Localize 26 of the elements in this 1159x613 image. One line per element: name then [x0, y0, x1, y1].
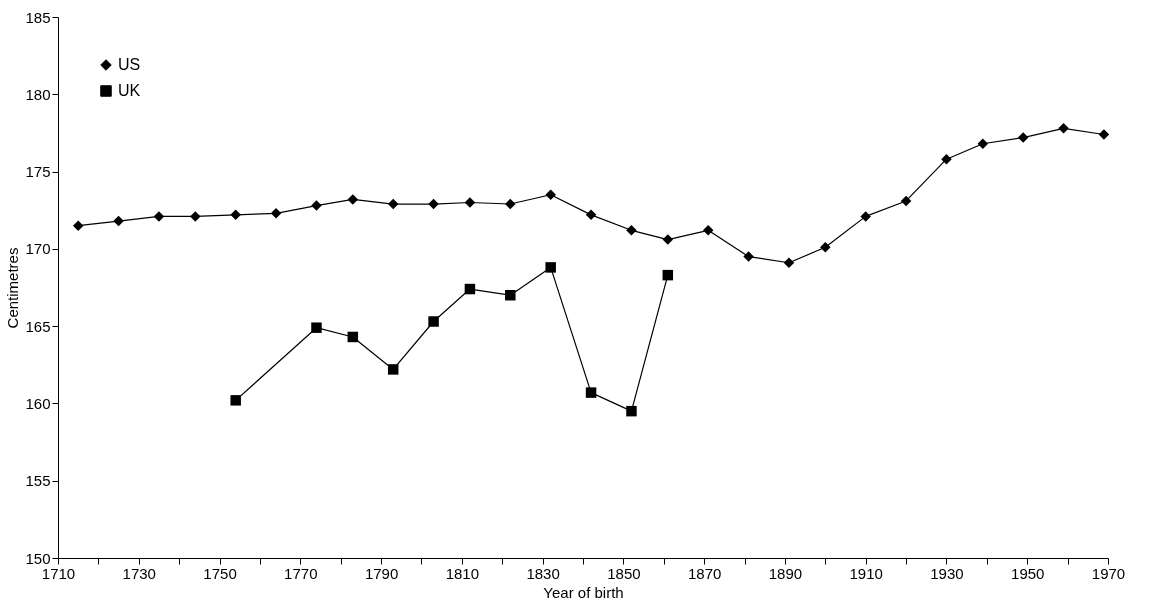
y-tick-label: 185 — [25, 8, 51, 26]
y-tick-label: 165 — [25, 317, 51, 335]
legend-label: US — [118, 56, 141, 73]
x-tick-label: 1850 — [607, 564, 641, 582]
y-tick-label: 160 — [25, 394, 51, 412]
x-tick-label: 1770 — [284, 564, 318, 582]
x-tick-label: 1930 — [930, 564, 964, 582]
x-tick-label: 1870 — [687, 564, 722, 582]
x-tick-label: 1950 — [1011, 564, 1045, 582]
x-tick-label: 1830 — [526, 564, 560, 582]
x-axis-title: Year of birth — [543, 583, 624, 601]
x-tick-label: 1810 — [445, 564, 480, 582]
y-tick-label: 155 — [25, 472, 51, 490]
y-tick-label: 175 — [25, 163, 51, 181]
y-tick-label: 180 — [25, 85, 51, 103]
x-tick-label: 1890 — [768, 564, 803, 582]
x-tick-label: 1910 — [849, 564, 883, 582]
legend-label: UK — [118, 82, 141, 99]
x-tick-label: 1750 — [203, 564, 237, 582]
y-tick-label: 150 — [25, 549, 51, 567]
y-axis-title: Centimetres — [4, 247, 22, 329]
x-tick-label: 1790 — [364, 564, 399, 582]
y-tick-label: 170 — [25, 240, 51, 258]
x-tick-label: 1730 — [122, 564, 156, 582]
x-tick-label: 1710 — [41, 564, 76, 582]
x-tick-label: 1970 — [1091, 564, 1126, 582]
